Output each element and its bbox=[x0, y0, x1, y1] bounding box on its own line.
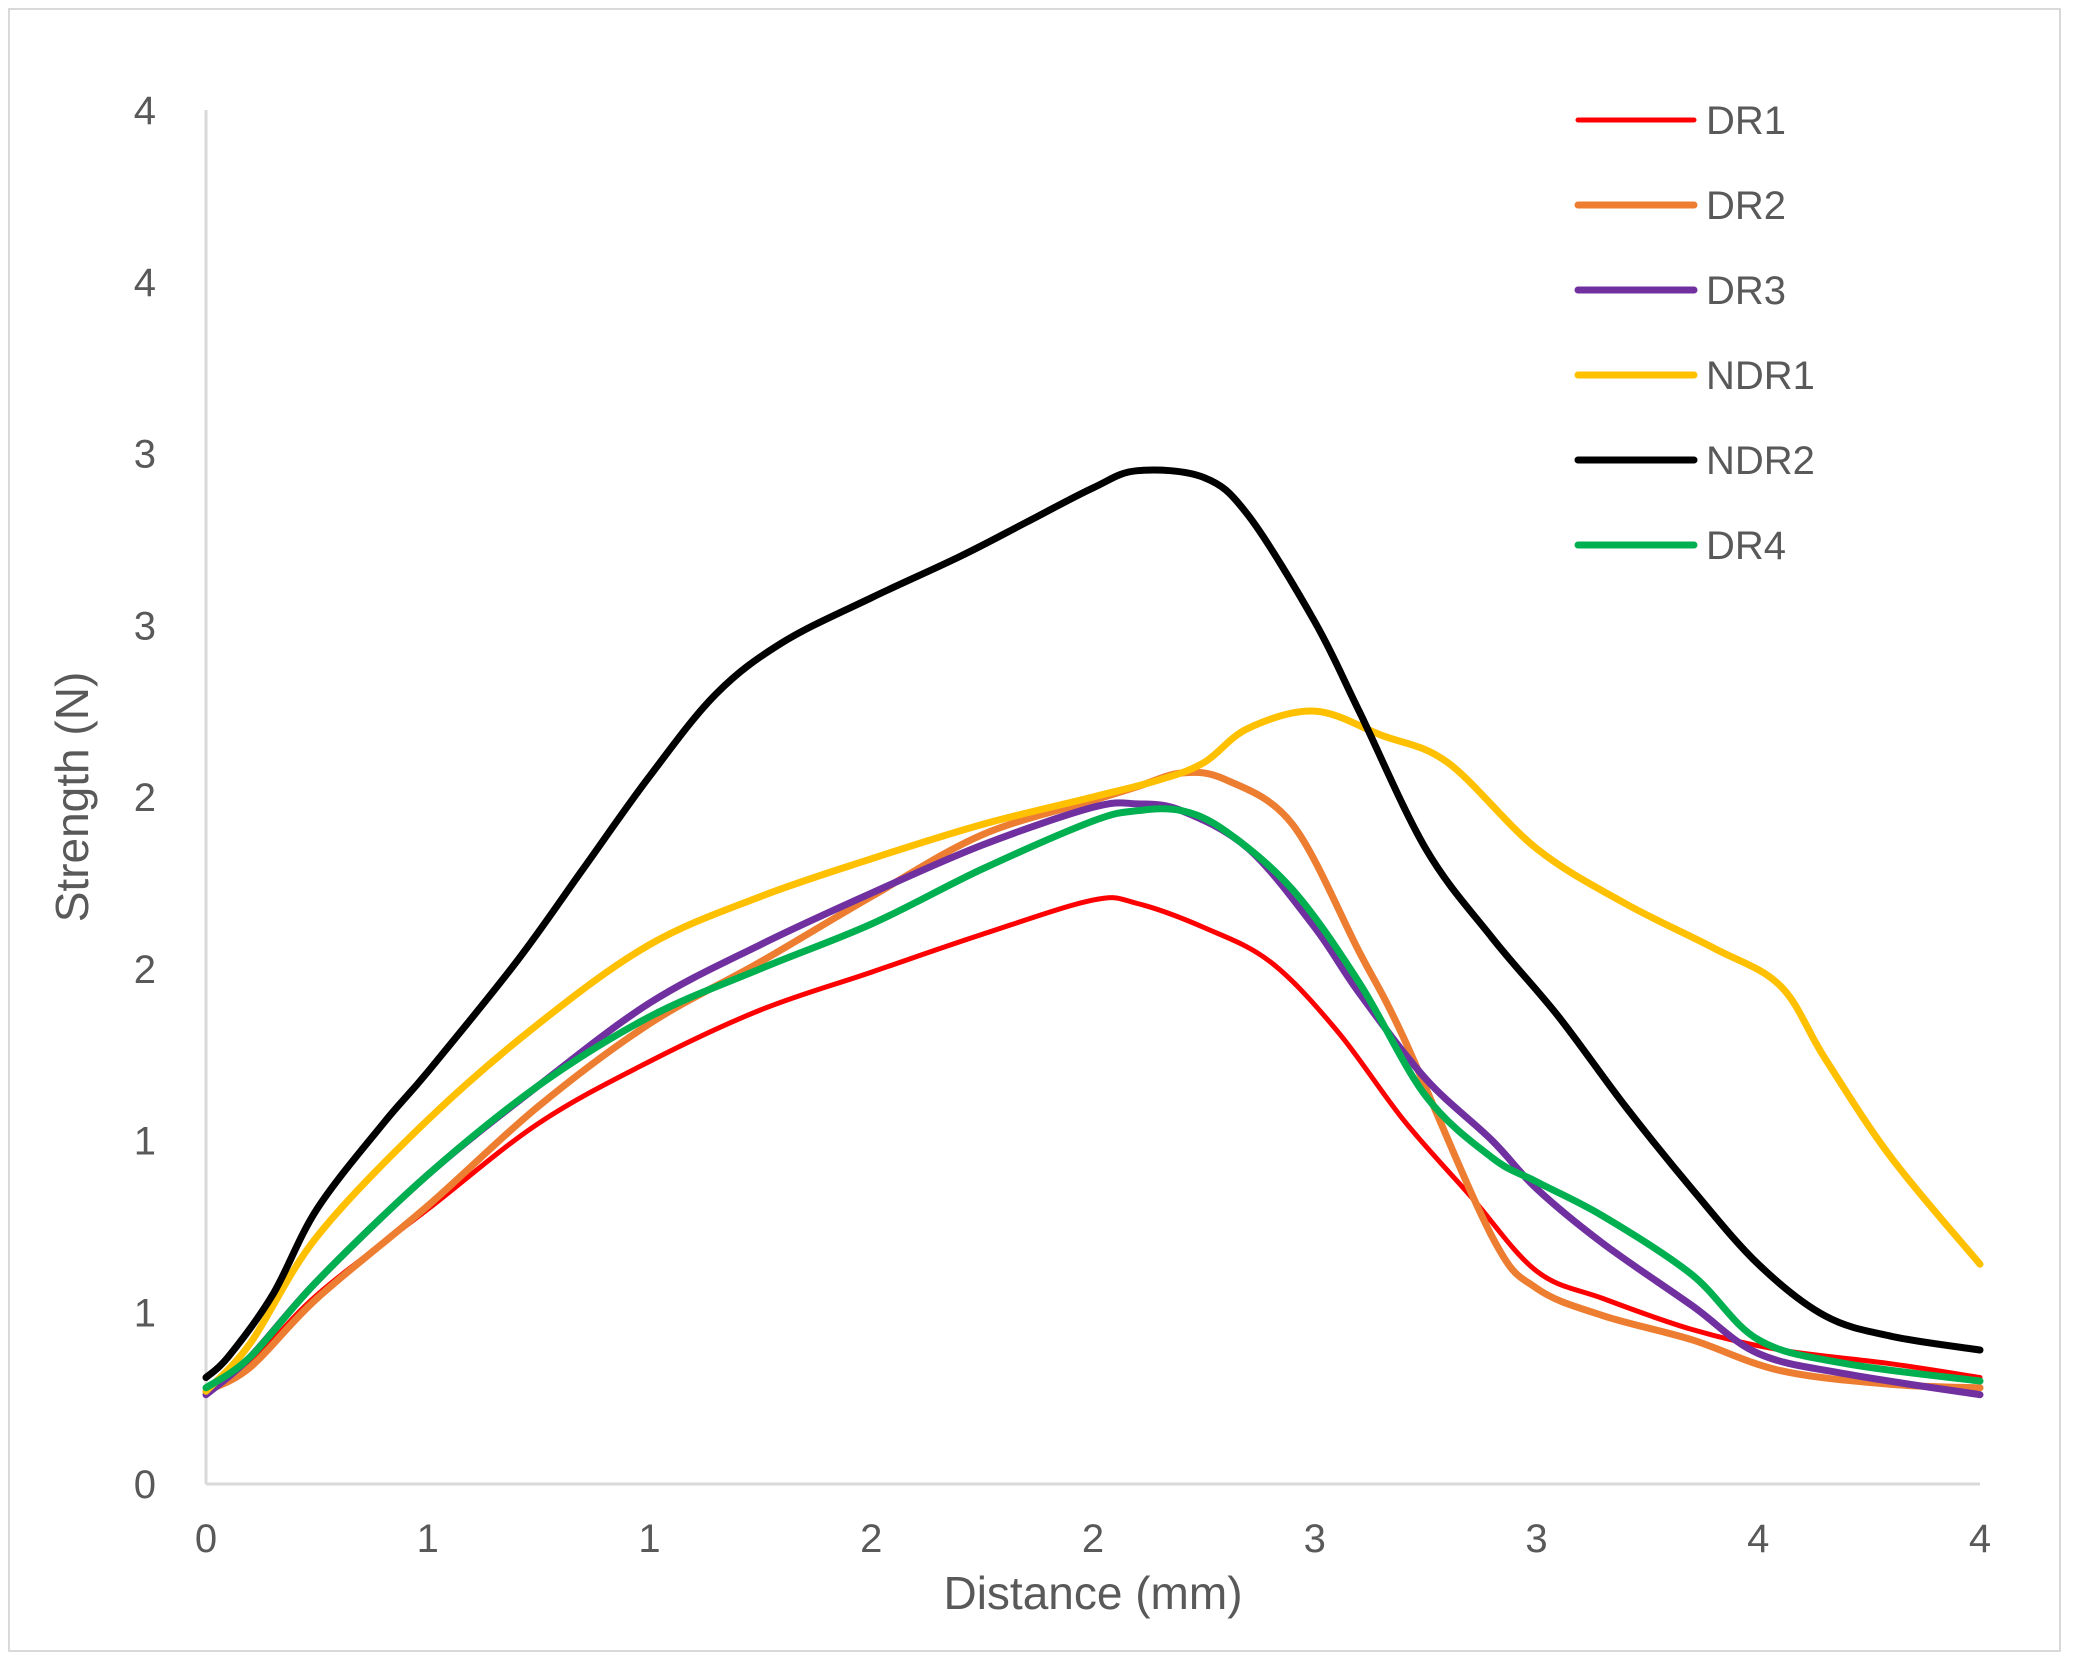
legend-label-dr2: DR2 bbox=[1706, 184, 1786, 228]
y-tick-label: 4 bbox=[134, 89, 156, 133]
x-tick-label: 1 bbox=[417, 1517, 439, 1561]
legend-label-ndr1: NDR1 bbox=[1706, 354, 1815, 398]
x-tick-label: 4 bbox=[1969, 1517, 1991, 1561]
series-layer bbox=[202, 466, 1984, 1399]
y-tick-label: 3 bbox=[134, 604, 156, 648]
y-tick-label: 2 bbox=[134, 948, 156, 992]
legend-label-dr1: DR1 bbox=[1706, 99, 1786, 143]
x-tick-label: 3 bbox=[1304, 1517, 1326, 1561]
legend: DR1 DR2 DR3 NDR1 NDR2 DR4 bbox=[1574, 99, 1815, 568]
x-axis-title: Distance (mm) bbox=[943, 1567, 1242, 1619]
series-line-ndr1 bbox=[202, 707, 1984, 1395]
x-tick-label: 1 bbox=[638, 1517, 660, 1561]
x-tick-label: 3 bbox=[1525, 1517, 1547, 1561]
y-tick-label: 0 bbox=[134, 1463, 156, 1507]
x-tick-label: 2 bbox=[1082, 1517, 1104, 1561]
legend-label-dr4: DR4 bbox=[1706, 524, 1786, 568]
series-line-dr3 bbox=[202, 799, 1984, 1399]
series-line-dr4 bbox=[202, 805, 1984, 1392]
series-line-ndr2 bbox=[202, 466, 1984, 1381]
y-axis-title: Strength (N) bbox=[46, 672, 98, 923]
x-tick-label: 2 bbox=[860, 1517, 882, 1561]
legend-label-ndr2: NDR2 bbox=[1706, 439, 1815, 483]
y-tick-label: 4 bbox=[134, 261, 156, 305]
series-line-dr1 bbox=[203, 895, 1983, 1394]
y-tick-label: 3 bbox=[134, 433, 156, 477]
legend-label-dr3: DR3 bbox=[1706, 269, 1786, 313]
y-tick-label: 1 bbox=[134, 1120, 156, 1164]
y-tick-label: 2 bbox=[134, 776, 156, 820]
y-tick-label: 1 bbox=[134, 1291, 156, 1335]
x-tick-label: 4 bbox=[1747, 1517, 1769, 1561]
axes-layer: 0 1 1 2 2 3 3 4 4 0 1 1 2 2 3 3 4 4 bbox=[134, 89, 1991, 1561]
x-tick-label: 0 bbox=[195, 1517, 217, 1561]
